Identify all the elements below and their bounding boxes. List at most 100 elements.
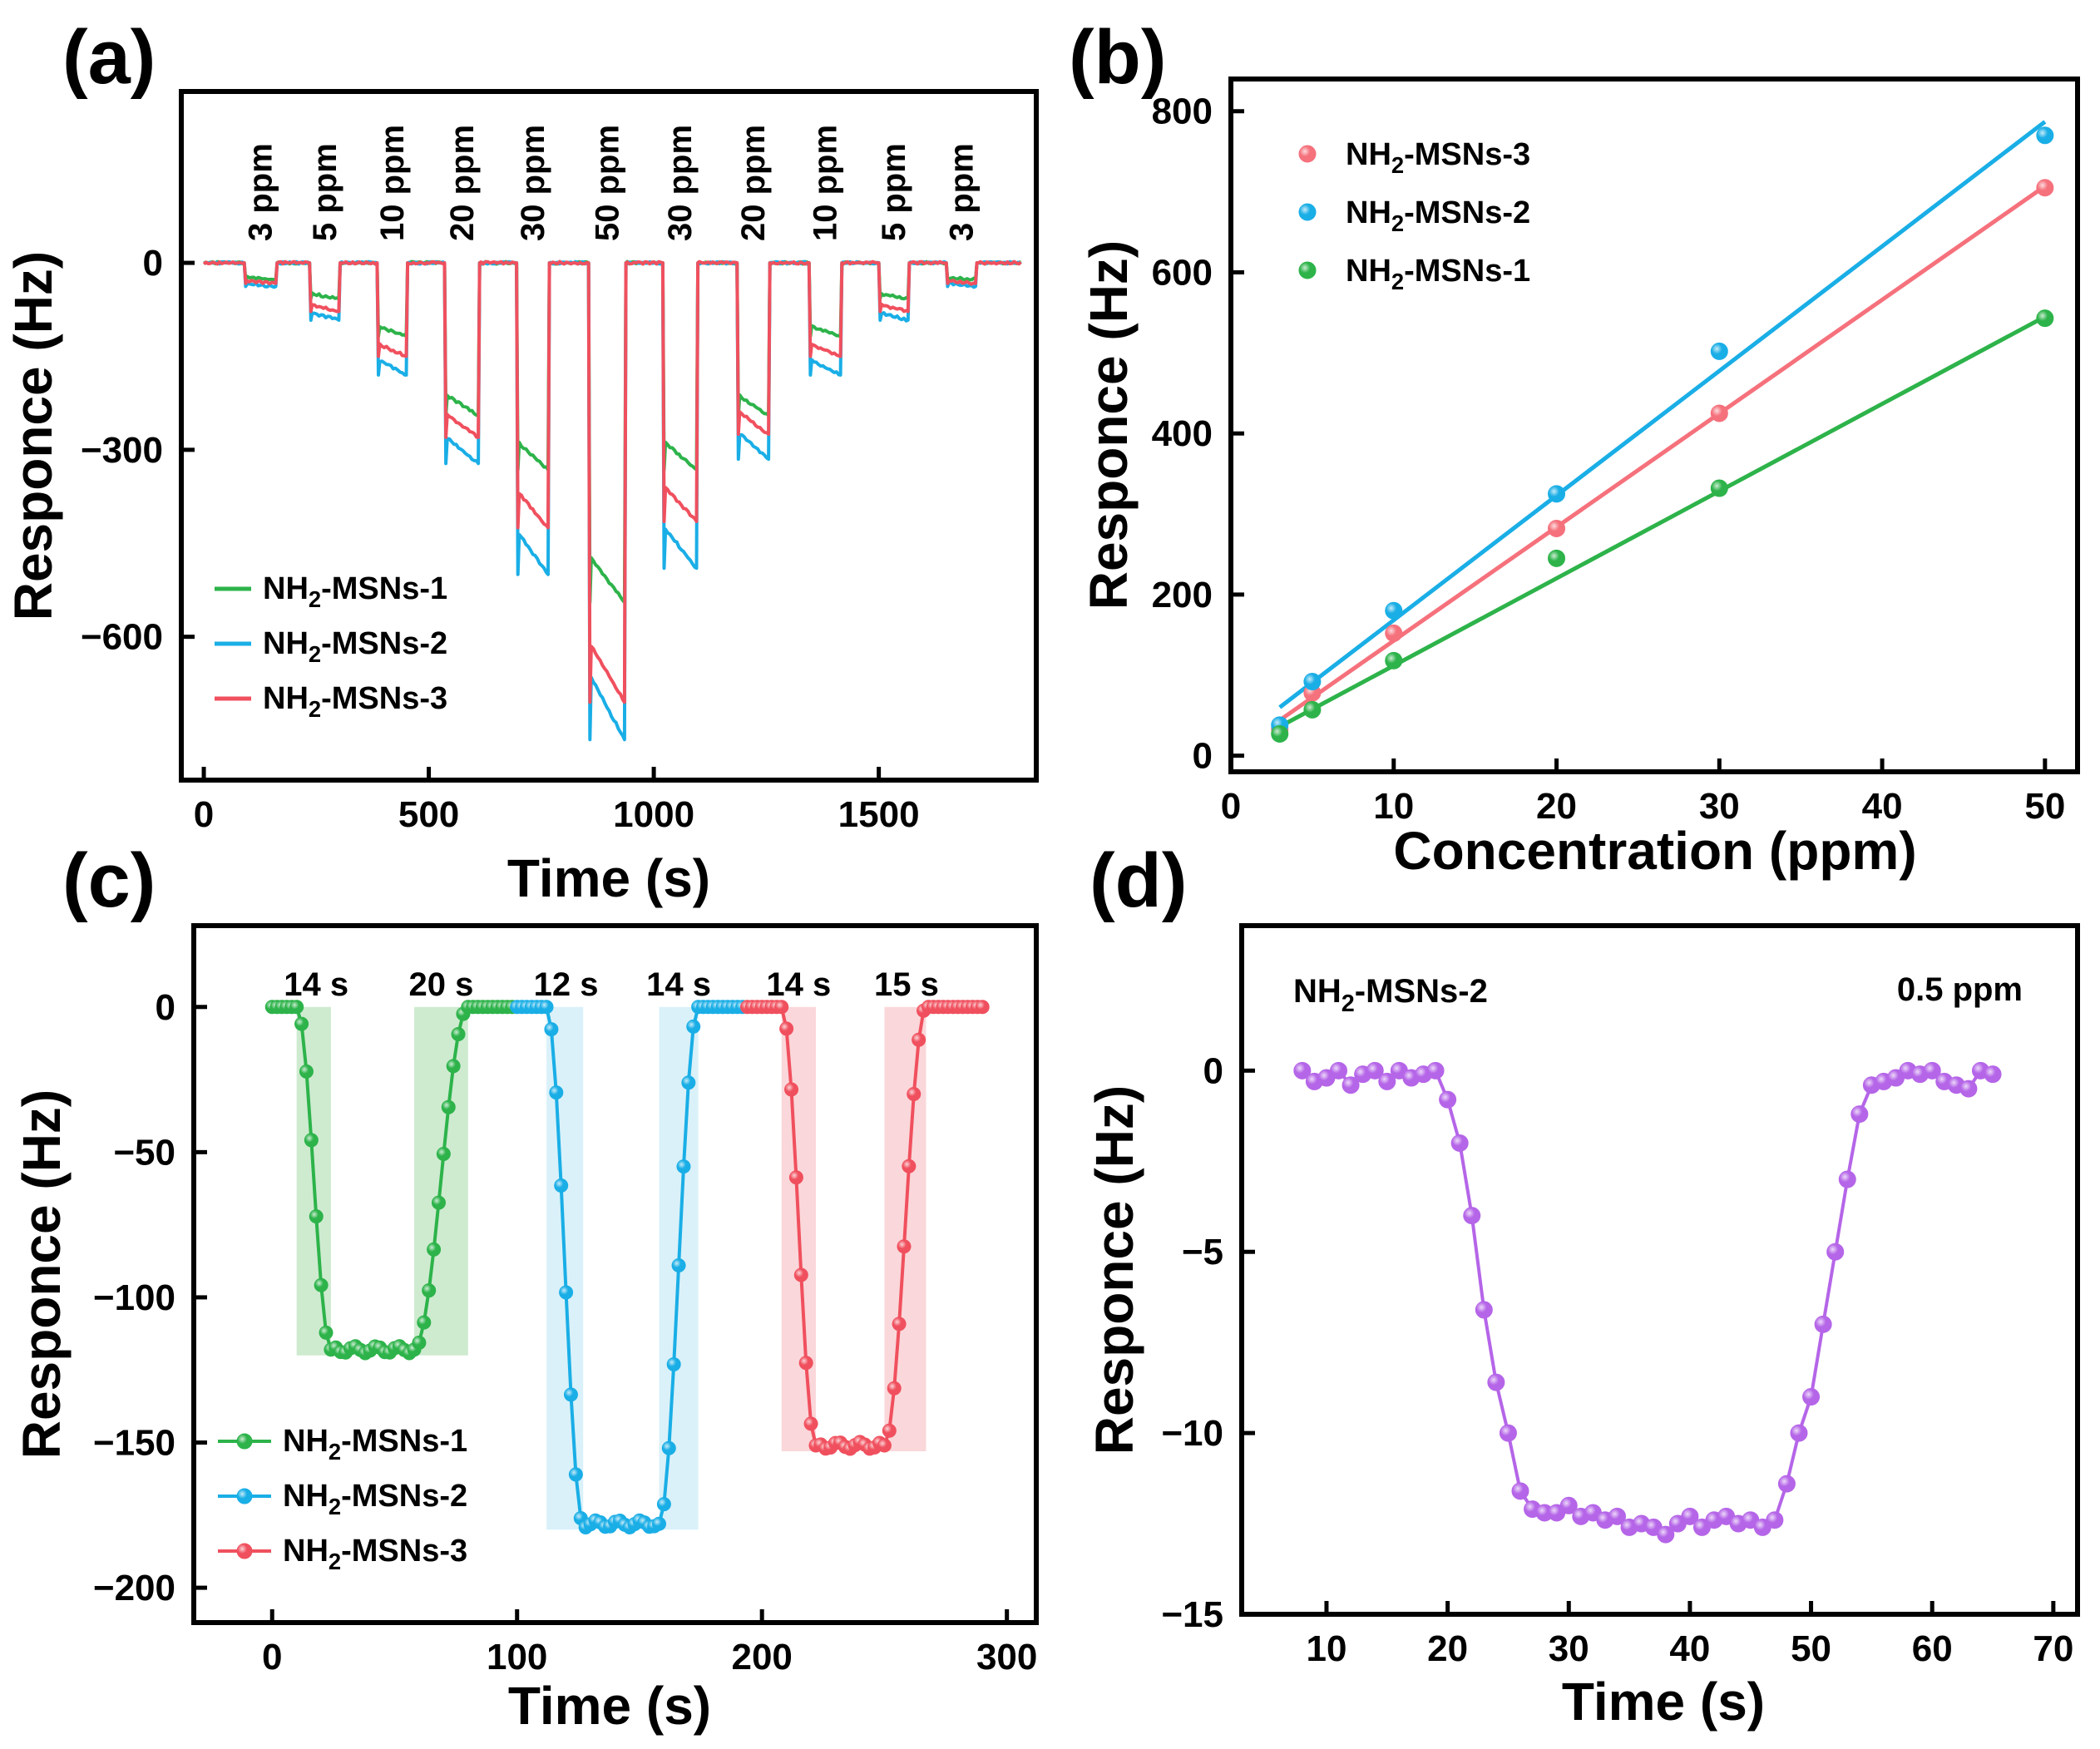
x-tick-label-d: 10 (1306, 1628, 1346, 1669)
data-point-b-2-highlight (1548, 485, 1565, 502)
data-point-c-1-highlight (447, 1059, 461, 1073)
concentration-annotation-a: 50 ppm (589, 125, 625, 241)
data-point-b-1-highlight (2036, 179, 2053, 196)
data-point-c-3-highlight (897, 1239, 911, 1253)
data-point-c-2-highlight (681, 1075, 695, 1089)
x-tick-label-c: 300 (976, 1637, 1037, 1677)
plot-frame-c (191, 923, 1039, 1625)
data-point-d-highlight (1475, 1301, 1493, 1318)
data-point-c-3-highlight (882, 1424, 897, 1438)
data-point-d-highlight (1439, 1091, 1456, 1109)
y-tick-label-c: 0 (156, 987, 175, 1028)
y-tick-label-a: −300 (81, 430, 163, 471)
data-point-b-1-highlight (1385, 625, 1402, 642)
legend-label-a-1: NH2-MSNs-1 (263, 571, 447, 612)
x-tick-label-d: 70 (2033, 1628, 2073, 1669)
data-point-c-1-highlight (319, 1326, 334, 1340)
concentration-annotation-a: 30 ppm (662, 125, 699, 241)
concentration-annotation-a: 5 ppm (876, 143, 912, 241)
panel-label-d: (d) (1090, 838, 1187, 923)
data-point-d-highlight (1293, 1062, 1311, 1080)
data-point-d-highlight (1463, 1207, 1480, 1224)
data-point-c-1-highlight (442, 1100, 456, 1114)
data-point-d-highlight (1500, 1425, 1517, 1442)
y-tick-label-d: −15 (1161, 1594, 1223, 1635)
x-tick-label-d: 50 (1791, 1628, 1831, 1669)
y-tick-label-b: 800 (1152, 91, 1213, 132)
x-tick-label-a: 0 (194, 794, 214, 835)
legend-label-c-1: NH2-MSNs-1 (283, 1424, 467, 1465)
data-point-d-highlight (1378, 1073, 1396, 1090)
series-title-d: NH2-MSNs-2 (1293, 973, 1488, 1017)
data-point-c-1-highlight (432, 1196, 446, 1210)
concentration-annotation-a: 30 ppm (515, 125, 551, 241)
data-point-d-highlight (1850, 1105, 1868, 1123)
data-point-c-3-highlight (907, 1087, 921, 1101)
x-tick-label-d: 20 (1427, 1628, 1468, 1669)
legend-label-b-3: NH2-MSNs-1 (1346, 254, 1530, 294)
y-tick-label-b: 200 (1152, 575, 1213, 615)
legend-marker-c-2-highlight (237, 1489, 252, 1504)
legend-label-b-2: NH2-MSNs-2 (1346, 195, 1530, 236)
y-tick-label-c: −150 (93, 1423, 175, 1464)
legend-marker-b-3-highlight (1299, 262, 1316, 279)
data-point-c-1-highlight (304, 1133, 319, 1147)
data-point-c-1-highlight (427, 1243, 441, 1257)
legend-marker-b-1-highlight (1299, 146, 1316, 162)
concentration-annotation-a: 10 ppm (374, 125, 411, 241)
data-point-c-3-highlight (789, 1170, 803, 1184)
data-point-d-highlight (1839, 1171, 1856, 1188)
x-tick-label-a: 1500 (838, 794, 920, 835)
x-tick-label-b: 50 (2024, 786, 2065, 827)
data-point-c-1-highlight (294, 1017, 309, 1031)
data-point-c-1-highlight (452, 1027, 466, 1041)
series-line-d (1301, 1068, 1994, 1537)
x-tick-label-b: 0 (1221, 786, 1241, 827)
x-tick-label-b: 30 (1699, 786, 1740, 827)
data-point-c-2-highlight (544, 1022, 558, 1036)
concentration-annotation-a: 10 ppm (808, 125, 844, 241)
data-point-c-2-highlight (686, 1020, 700, 1034)
data-point-d-highlight (1778, 1475, 1796, 1493)
data-point-b-3-highlight (1548, 550, 1565, 567)
data-point-c-2-highlight (569, 1467, 583, 1481)
panel-label-b: (b) (1069, 15, 1166, 100)
legend-label-a-3: NH2-MSNs-3 (263, 681, 447, 722)
time-label-c: 15 s (874, 966, 939, 1003)
x-tick-label-a: 1000 (613, 794, 694, 835)
data-point-d-highlight (1959, 1080, 1977, 1098)
data-point-b-1-highlight (1711, 404, 1728, 422)
data-point-d-highlight (1366, 1062, 1384, 1080)
time-label-c: 20 s (408, 966, 473, 1003)
x-tick-label-d: 30 (1549, 1628, 1589, 1669)
x-axis-label-b: Concentration (ppm) (1393, 821, 1916, 881)
data-point-c-1-highlight (299, 1065, 314, 1079)
legend-label-c-3: NH2-MSNs-3 (283, 1534, 467, 1574)
legend-label-a-2: NH2-MSNs-2 (263, 626, 447, 667)
time-label-c: 12 s (534, 966, 599, 1003)
data-point-c-3-highlight (887, 1381, 902, 1396)
data-point-c-3-highlight (804, 1416, 818, 1430)
data-point-c-1-highlight (422, 1283, 436, 1297)
data-point-c-2-highlight (667, 1357, 681, 1371)
data-point-c-2-highlight (657, 1497, 671, 1511)
data-point-c-2-highlight (554, 1178, 568, 1193)
concentration-annotation-a: 3 ppm (243, 143, 279, 241)
data-point-d-highlight (1427, 1062, 1445, 1080)
y-tick-label-d: 0 (1203, 1050, 1223, 1091)
data-point-d-highlight (1826, 1243, 1844, 1261)
concentration-annotation-a: 5 ppm (307, 143, 343, 241)
y-tick-label-b: 0 (1193, 736, 1213, 777)
data-point-c-2-highlight (540, 1000, 554, 1014)
data-point-d-highlight (1512, 1482, 1529, 1499)
data-point-b-3-highlight (1303, 701, 1321, 719)
x-tick-label-d: 40 (1669, 1628, 1710, 1669)
data-point-c-3-highlight (779, 1021, 793, 1035)
panel-label-c: (c) (62, 838, 156, 923)
x-axis-label-a: Time (s) (507, 848, 710, 908)
data-point-d-highlight (1766, 1511, 1783, 1529)
data-point-c-3-highlight (774, 1000, 788, 1014)
data-point-c-3-highlight (784, 1083, 798, 1097)
data-point-b-2-highlight (1303, 673, 1321, 690)
time-label-c: 14 s (766, 966, 831, 1003)
